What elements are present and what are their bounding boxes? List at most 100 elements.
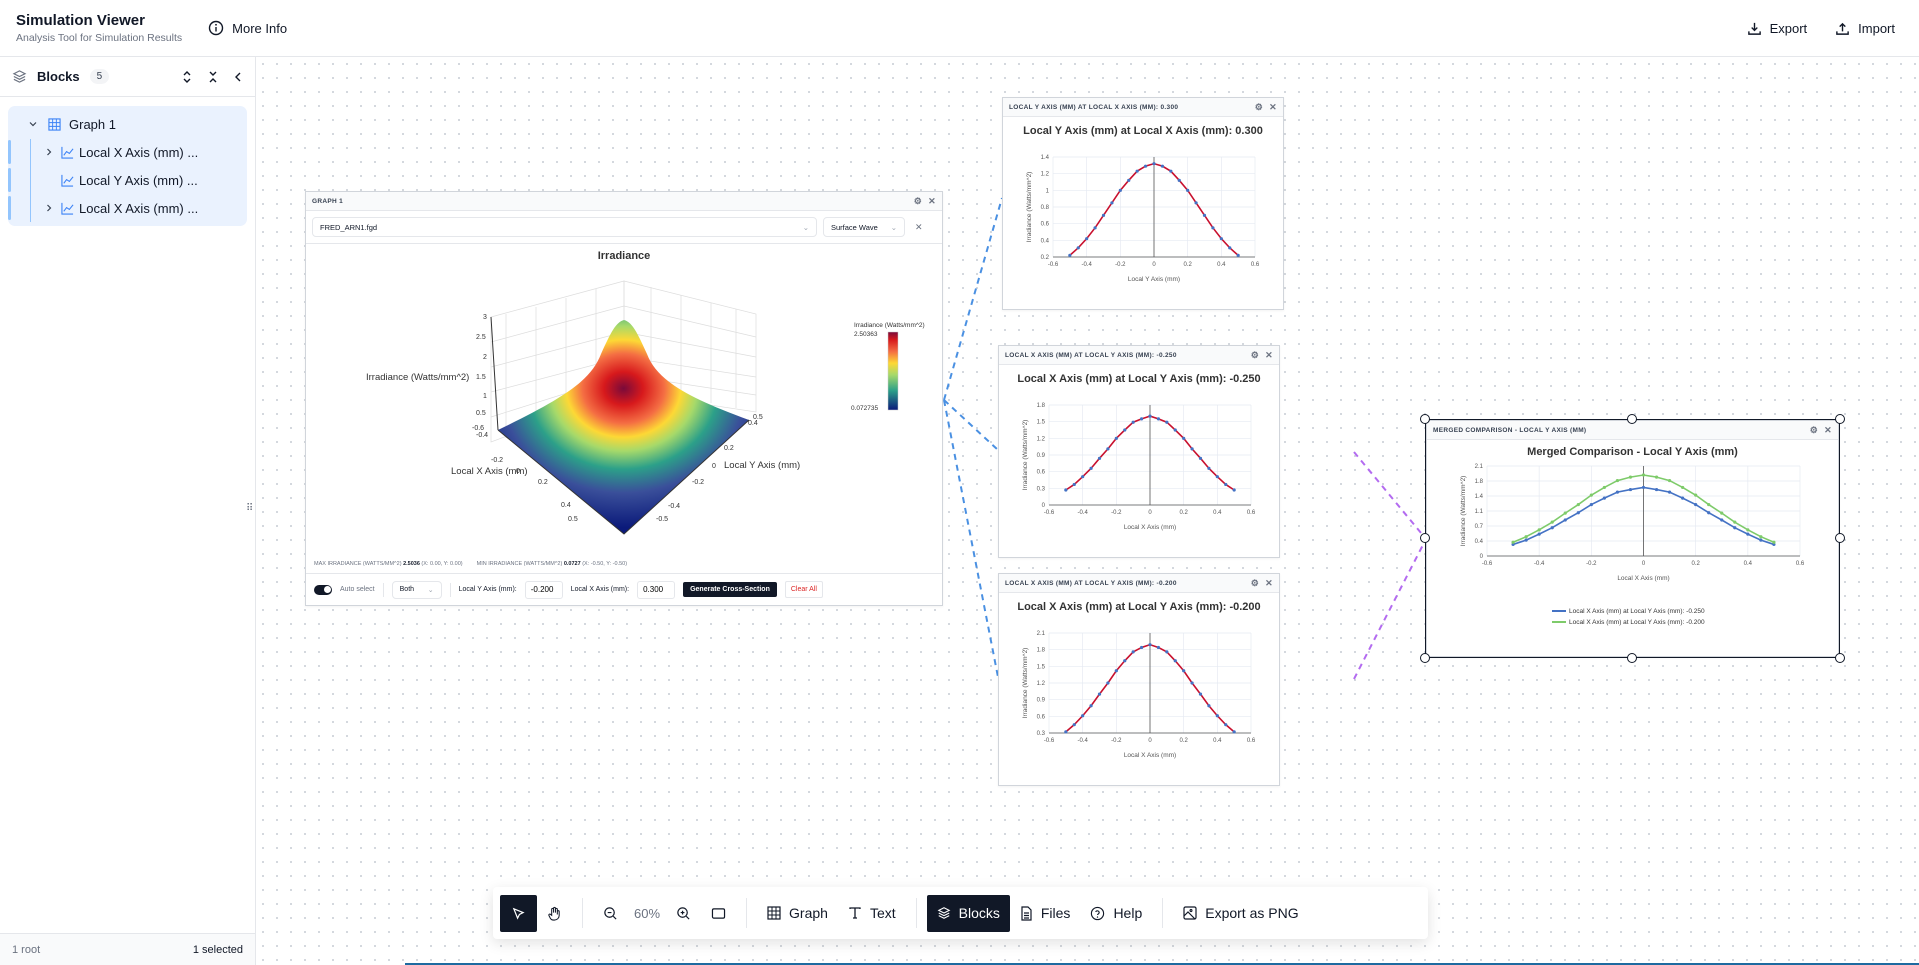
svg-text:0.6: 0.6 [1247,738,1256,744]
chevron-right-icon[interactable] [44,147,54,157]
svg-text:0: 0 [1148,738,1152,744]
collapse-sidebar-icon[interactable] [233,70,243,84]
graph-label: Graph [789,905,828,921]
svg-text:0.4: 0.4 [1217,262,1226,268]
cross-section-block-1[interactable]: LOCAL Y AXIS (MM) AT LOCAL X AXIS (MM): … [1002,97,1284,310]
block-header-title: MERGED COMPARISON - LOCAL Y AXIS (MM) [1433,426,1587,434]
local-y-input[interactable] [524,580,563,599]
close-icon[interactable]: ✕ [1265,577,1273,588]
resize-handle-e[interactable] [1835,533,1845,543]
auto-select-toggle[interactable] [314,584,332,595]
import-button[interactable]: Import [1835,21,1895,36]
help-icon [1091,906,1105,920]
cross-section-controls: Auto select Both ⌄ Local Y Axis (mm): Lo… [306,573,942,605]
close-icon[interactable]: ✕ [928,195,936,206]
resize-handle-sw[interactable] [1420,653,1430,663]
close-icon[interactable]: ✕ [1269,101,1277,112]
line-chart[interactable]: 0 0.3 0.6 0.9 1.2 1.5 1.8 -0.6 -0.4 -0.2 0 0.2 0.4 0.… [999,385,1281,555]
svg-text:-0.2: -0.2 [1111,738,1122,744]
graph-1-block[interactable]: GRAPH 1 ⚙ ✕ FRED_ARN1.fgd ⌄ Surface Wave … [305,191,943,606]
app-header: Simulation Viewer Analysis Tool for Simu… [0,0,1919,57]
selection-box [1425,419,1840,658]
close-icon[interactable]: ✕ [1265,349,1273,360]
hand-icon [548,906,560,921]
canvas[interactable]: GRAPH 1 ⚙ ✕ FRED_ARN1.fgd ⌄ Surface Wave … [256,57,1919,965]
line-chart[interactable]: 0.2 0.4 0.6 0.8 1 1.2 1.4 -0.6 -0.4 -0.2 0 0.2 0.4 0.… [1003,137,1285,307]
chart-legend: Local X Axis (mm) at Local Y Axis (mm): … [1552,606,1838,628]
grid-icon [767,906,781,920]
gear-icon[interactable]: ⚙ [913,195,923,206]
local-x-input[interactable] [637,580,676,599]
mode-select[interactable]: Surface Wave ⌄ [823,217,905,237]
clear-file-icon[interactable]: ✕ [915,221,923,232]
file-select[interactable]: FRED_ARN1.fgd ⌄ [312,217,817,237]
export-button[interactable]: Export [1747,20,1808,36]
line-chart[interactable]: 0.3 0.6 0.9 1.2 1.5 1.8 2.1 -0.6 -0.4 -0.2 0 0.2 0.4… [999,613,1281,783]
sidebar-resize-handle[interactable]: ⠿ [246,503,254,514]
pan-tool-button[interactable] [537,895,572,932]
tree-item-local-y[interactable]: Local Y Axis (mm) ... [8,166,247,194]
legend-item[interactable]: Local X Axis (mm) at Local Y Axis (mm): … [1552,606,1838,617]
merged-line-chart[interactable]: 0 0.4 0.7 1.1 1.4 1.8 2.1 -0.6 -0.4 -0.2 0 0.2 0.4 0.… [1427,458,1840,588]
tree-item-graph-1[interactable]: Graph 1 [8,110,247,138]
svg-text:1.8: 1.8 [1037,403,1046,409]
close-icon[interactable]: ✕ [1824,424,1832,435]
expand-all-icon[interactable] [181,70,193,84]
block-header[interactable]: LOCAL X AXIS (MM) AT LOCAL Y AXIS (MM): … [999,346,1279,365]
tree-item-local-x-1[interactable]: Local X Axis (mm) ... [8,138,247,166]
svg-text:0.4: 0.4 [1475,539,1484,545]
svg-text:1.5: 1.5 [1037,420,1046,426]
block-header[interactable]: LOCAL X AXIS (MM) AT LOCAL Y AXIS (MM): … [999,574,1279,593]
files-label: Files [1040,905,1071,921]
gear-icon[interactable]: ⚙ [1254,101,1264,112]
blocks-panel-button[interactable]: Blocks [926,894,1010,932]
svg-text:1.4: 1.4 [1041,155,1050,161]
help-button[interactable]: Help [1080,895,1152,932]
zoom-out-button[interactable] [593,895,628,932]
add-graph-button[interactable]: Graph [757,895,838,932]
generate-cross-section-button[interactable]: Generate Cross-Section [683,582,777,597]
surface-plot[interactable]: 32.52 1.510.5 -0.6-0.4 -0.20.20 0.40.5 0… [306,262,944,562]
cross-section-block-3[interactable]: LOCAL X AXIS (MM) AT LOCAL Y AXIS (MM): … [998,573,1280,786]
chevron-right-icon[interactable] [44,203,54,213]
export-label: Export [1769,20,1808,36]
files-button[interactable]: Files [1010,895,1081,932]
zoom-in-button[interactable] [666,895,701,932]
chevron-down-icon[interactable] [28,119,38,129]
svg-text:0: 0 [1642,561,1646,567]
resize-handle-w[interactable] [1420,533,1430,543]
tree-item-local-x-2[interactable]: Local X Axis (mm) ... [8,194,247,222]
svg-text:-0.6: -0.6 [1048,262,1059,268]
block-header[interactable]: MERGED COMPARISON - LOCAL Y AXIS (MM) ⚙ ✕ [1427,421,1838,440]
block-header[interactable]: GRAPH 1 ⚙ ✕ [306,192,942,211]
legend-item[interactable]: Local X Axis (mm) at Local Y Axis (mm): … [1552,617,1838,628]
resize-handle-n[interactable] [1627,414,1637,424]
export-png-button[interactable]: Export as PNG [1173,895,1308,932]
axis-mode-select[interactable]: Both ⌄ [391,580,442,599]
gear-icon[interactable]: ⚙ [1809,424,1819,435]
svg-text:0.6: 0.6 [1037,470,1046,476]
zoom-out-icon [604,906,617,920]
resize-handle-s[interactable] [1627,653,1637,663]
resize-handle-ne[interactable] [1835,414,1845,424]
chevron-down-icon: ⌄ [890,222,897,232]
gear-icon[interactable]: ⚙ [1250,577,1260,588]
svg-text:1.8: 1.8 [1037,648,1046,654]
sidebar-title: Blocks [37,69,80,84]
svg-text:0.2: 0.2 [1041,255,1050,261]
cross-section-block-2[interactable]: LOCAL X AXIS (MM) AT LOCAL Y AXIS (MM): … [998,345,1280,558]
svg-text:0.6: 0.6 [1796,561,1805,567]
merged-comparison-block[interactable]: MERGED COMPARISON - LOCAL Y AXIS (MM) ⚙ ✕… [1426,420,1839,657]
more-info-button[interactable]: More Info [208,20,287,36]
fit-view-button[interactable] [701,895,736,932]
select-tool-button[interactable] [500,894,537,932]
block-header[interactable]: LOCAL Y AXIS (MM) AT LOCAL X AXIS (MM): … [1003,98,1283,117]
svg-text:Local X Axis (mm): Local X Axis (mm) [1617,575,1669,582]
clear-all-button[interactable]: Clear All [784,581,823,598]
add-text-button[interactable]: Text [838,895,906,932]
gear-icon[interactable]: ⚙ [1250,349,1260,360]
resize-handle-se[interactable] [1835,653,1845,663]
resize-handle-nw[interactable] [1420,414,1430,424]
collapse-all-icon[interactable] [207,70,219,84]
svg-text:1: 1 [483,393,487,400]
